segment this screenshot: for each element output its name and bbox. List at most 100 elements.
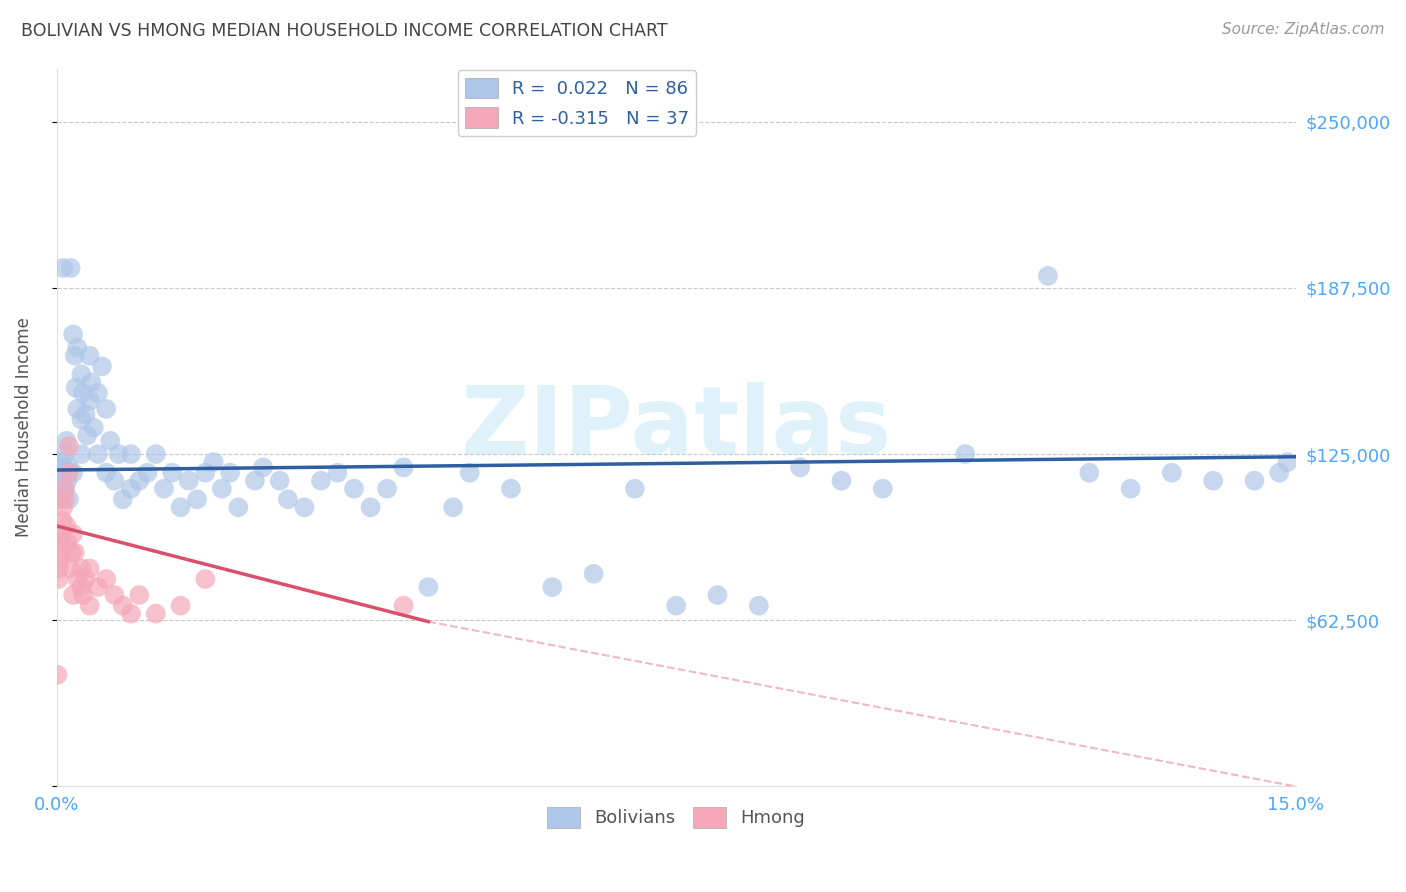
- Point: [48, 460, 70, 475]
- Point: [872, 482, 894, 496]
- Point: [70, 447, 93, 461]
- Text: Source: ZipAtlas.com: Source: ZipAtlas.com: [1222, 22, 1385, 37]
- Point: [52, 500, 75, 515]
- Point: [51, 514, 73, 528]
- Point: [202, 455, 225, 469]
- Point: [52, 260, 75, 275]
- Point: [51, 527, 73, 541]
- Point: [96, 572, 118, 586]
- Point: [186, 492, 208, 507]
- Point: [103, 588, 125, 602]
- Point: [375, 482, 398, 496]
- Point: [269, 474, 291, 488]
- Point: [789, 460, 811, 475]
- Point: [76, 428, 98, 442]
- Point: [70, 412, 93, 426]
- Point: [72, 588, 94, 602]
- Point: [70, 580, 93, 594]
- Point: [582, 566, 605, 581]
- Point: [162, 466, 184, 480]
- Point: [48, 561, 70, 575]
- Point: [72, 386, 94, 401]
- Point: [153, 482, 176, 496]
- Point: [294, 500, 316, 515]
- Point: [49, 553, 72, 567]
- Point: [70, 561, 93, 575]
- Point: [228, 500, 250, 515]
- Point: [169, 599, 191, 613]
- Point: [56, 474, 79, 488]
- Point: [53, 447, 76, 461]
- Point: [1243, 474, 1265, 488]
- Point: [392, 599, 415, 613]
- Point: [49, 492, 72, 507]
- Point: [79, 393, 101, 408]
- Point: [418, 580, 440, 594]
- Point: [145, 447, 167, 461]
- Point: [49, 474, 72, 488]
- Point: [1268, 466, 1291, 480]
- Text: ZIPatlas: ZIPatlas: [461, 382, 891, 474]
- Point: [58, 466, 80, 480]
- Point: [55, 519, 77, 533]
- Point: [1160, 466, 1182, 480]
- Point: [87, 447, 110, 461]
- Point: [56, 534, 79, 549]
- Point: [120, 482, 142, 496]
- Point: [128, 474, 150, 488]
- Point: [58, 460, 80, 475]
- Point: [66, 341, 89, 355]
- Point: [326, 466, 349, 480]
- Point: [80, 376, 103, 390]
- Point: [51, 455, 73, 469]
- Point: [75, 407, 97, 421]
- Point: [91, 359, 114, 374]
- Point: [66, 572, 89, 586]
- Point: [79, 561, 101, 575]
- Point: [62, 588, 84, 602]
- Point: [96, 401, 118, 416]
- Point: [194, 466, 217, 480]
- Point: [79, 349, 101, 363]
- Point: [748, 599, 770, 613]
- Y-axis label: Median Household Income: Median Household Income: [15, 318, 32, 538]
- Point: [53, 482, 76, 496]
- Point: [541, 580, 564, 594]
- Point: [111, 492, 134, 507]
- Point: [98, 434, 121, 448]
- Point: [62, 527, 84, 541]
- Point: [145, 607, 167, 621]
- Point: [128, 588, 150, 602]
- Point: [120, 607, 142, 621]
- Point: [1119, 482, 1142, 496]
- Point: [60, 545, 83, 559]
- Point: [441, 500, 464, 515]
- Point: [458, 466, 481, 480]
- Point: [103, 474, 125, 488]
- Point: [177, 474, 200, 488]
- Point: [1202, 474, 1225, 488]
- Point: [169, 500, 191, 515]
- Point: [66, 401, 89, 416]
- Point: [46, 572, 69, 586]
- Point: [120, 447, 142, 461]
- Point: [87, 580, 110, 594]
- Point: [499, 482, 522, 496]
- Point: [55, 434, 77, 448]
- Point: [59, 561, 82, 575]
- Point: [392, 460, 415, 475]
- Point: [1036, 268, 1059, 283]
- Point: [58, 492, 80, 507]
- Point: [53, 482, 76, 496]
- Point: [96, 466, 118, 480]
- Point: [59, 260, 82, 275]
- Point: [211, 482, 233, 496]
- Point: [219, 466, 242, 480]
- Point: [955, 447, 977, 461]
- Point: [277, 492, 299, 507]
- Legend: Bolivians, Hmong: Bolivians, Hmong: [540, 799, 813, 835]
- Point: [309, 474, 332, 488]
- Point: [830, 474, 852, 488]
- Point: [360, 500, 382, 515]
- Point: [63, 349, 86, 363]
